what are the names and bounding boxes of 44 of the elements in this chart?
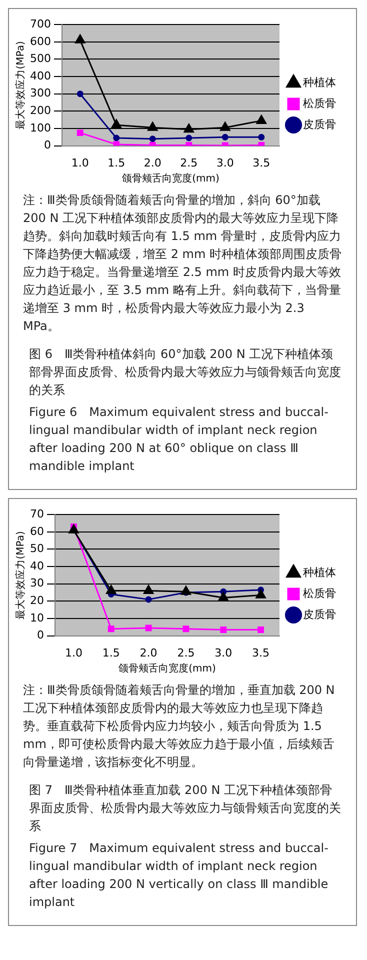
legend-label: 松质骨 xyxy=(303,586,336,600)
y-tick-label: 400 xyxy=(30,69,51,82)
caption: 图 6 Ⅲ类骨种植体斜向 60°加载 200 N 工况下种植体颈部骨界面皮质骨、松质骨内最大等效应力与颌骨颊舌向宽度的关系 xyxy=(29,346,342,399)
x-tick-label: 1.5 xyxy=(108,156,126,170)
x-tick-label: 3.0 xyxy=(216,156,234,170)
y-tick-label: 700 xyxy=(30,17,51,30)
y-tick-label: 200 xyxy=(30,104,51,118)
x-tick-label: 2.0 xyxy=(144,156,162,170)
x-tick-label: 2.5 xyxy=(180,156,198,170)
y-tick-label: 40 xyxy=(30,559,44,572)
x-tick-label: 2.5 xyxy=(177,646,195,660)
y-tick-label: 50 xyxy=(30,542,44,556)
y-tick-label: 300 xyxy=(30,86,51,100)
x-tick-label: 2.0 xyxy=(140,646,158,660)
x-tick-label: 1.0 xyxy=(64,646,82,660)
text: 注：Ⅲ类骨质颌骨随着颊舌向骨量的增加，斜向 60°加载 200 N 工况下种植体颈部皮质骨内的最大等效应力呈现下降趋势。斜向加载时颊舌向有 1.5 mm 骨量时，皮质骨内应力下降趋势便大幅减缓，增至 2 mm 时种植体颈部周围皮质骨应力趋于稳定。当骨量递增至 2.5 mm 时皮质骨内最大等效应力趋近最小，至 3.5 mm 略有上升。斜向载荷下，当骨量递增至 3 mm 时，松质骨内最大等效应力最小为 2.3 MPa。 xyxy=(23,192,342,335)
y-tick-label: 500 xyxy=(30,52,51,66)
y-tick-label: 10 xyxy=(30,611,44,624)
y-axis-title: 最大等效应力(MPa) xyxy=(14,41,27,130)
y-tick-label: 100 xyxy=(30,121,51,134)
y-tick-label: 0 xyxy=(44,138,51,152)
legend-label: 皮质骨 xyxy=(303,118,336,131)
x-tick-label: 3.0 xyxy=(214,646,232,660)
legend-label: 种植体 xyxy=(303,566,336,579)
x-axis-title: 颌骨颊舌向宽度(mm) xyxy=(118,662,216,675)
legend-label: 皮质骨 xyxy=(303,608,336,621)
y-tick-label: 20 xyxy=(30,594,44,608)
y-tick-label: 600 xyxy=(30,34,51,48)
x-tick-label: 1.0 xyxy=(71,156,89,170)
text: 注：Ⅲ类骨质颌骨随着颊舌向骨量的增加，垂直加载 200 N 工况下种植体颈部皮质骨内的最大等效应力也呈现下降趋势。垂直载荷下松质骨内应力均较小，颊舌向骨质为 1.5 mm，即可使松质骨内最大等效应力趋于最小值，后续颊舌向骨量递增，该指标变化不明显。 xyxy=(23,682,336,771)
x-axis-title: 颌骨颊舌向宽度(mm) xyxy=(121,172,220,185)
x-tick-label: 3.5 xyxy=(252,156,270,170)
y-tick-label: 30 xyxy=(30,576,44,590)
x-tick-label: 3.5 xyxy=(252,646,270,660)
y-tick-label: 60 xyxy=(30,524,44,538)
y-axis-title: 最大等效应力(MPa) xyxy=(14,531,27,620)
y-tick-label: 70 xyxy=(30,507,44,520)
legend-label: 种植体 xyxy=(303,76,336,89)
caption: Figure 7 Maximum equivalent stress and buccal-lingual mandibular width of implant neck region after loading 200 N vertically on class Ⅲ mandible implant xyxy=(29,840,330,911)
x-tick-label: 1.5 xyxy=(102,646,120,660)
caption: 图 7 Ⅲ类骨种植体垂直加载 200 N 工况下种植体颈部骨界面皮质骨、松质骨内最大等效应力与颌骨颊舌向宽度的关系 xyxy=(29,782,342,835)
legend-label: 松质骨 xyxy=(303,96,336,110)
y-tick-label: 0 xyxy=(36,628,44,642)
caption: Figure 6 Maximum equivalent stress and buccal-lingual mandibular width of implant neck region after loading 200 N at 60° oblique on class Ⅲ mandible implant xyxy=(29,404,330,475)
